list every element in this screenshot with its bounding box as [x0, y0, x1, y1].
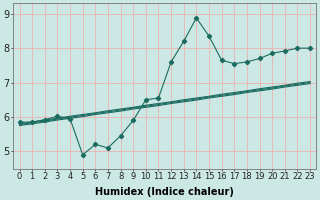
X-axis label: Humidex (Indice chaleur): Humidex (Indice chaleur): [95, 187, 234, 197]
